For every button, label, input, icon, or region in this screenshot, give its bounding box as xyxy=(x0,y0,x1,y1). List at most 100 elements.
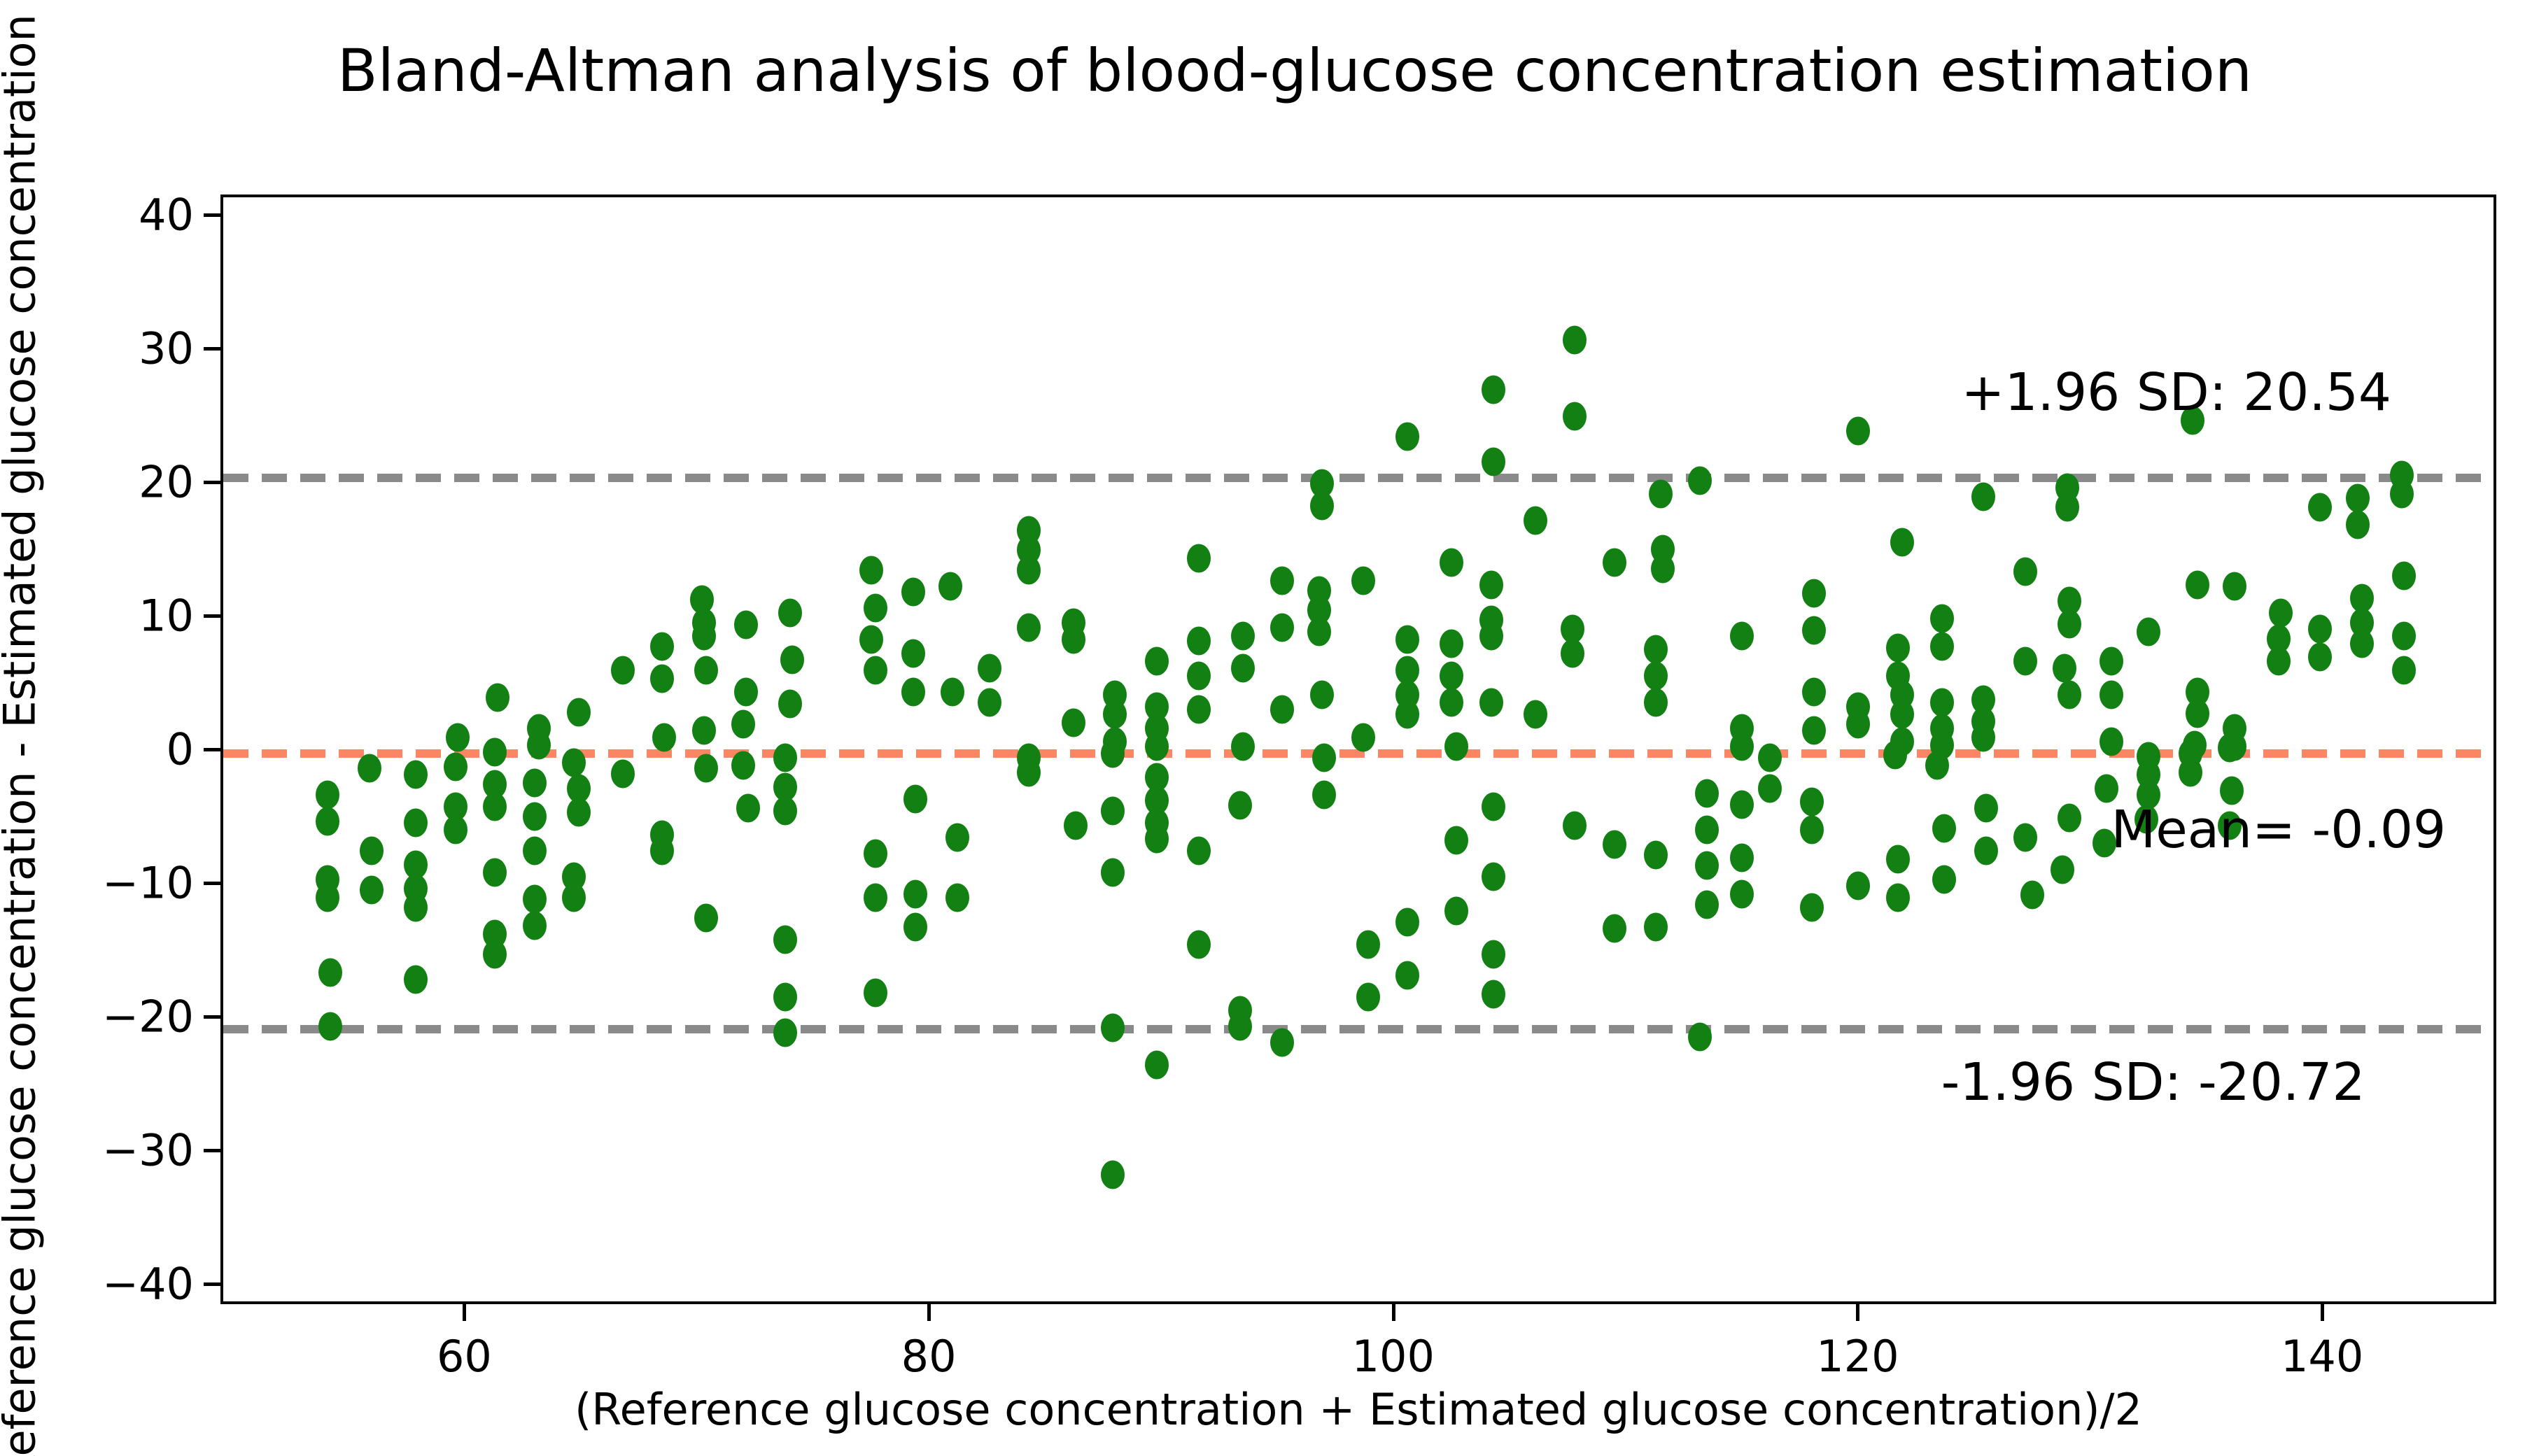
data-point xyxy=(1932,814,1956,843)
x-tick-mark xyxy=(2321,1304,2325,1321)
data-point xyxy=(1482,980,1506,1009)
data-point xyxy=(1307,617,1332,646)
data-point xyxy=(2345,483,2370,513)
data-point xyxy=(736,793,760,823)
data-point xyxy=(1395,961,1420,990)
data-point xyxy=(1440,629,1464,658)
data-point xyxy=(1563,402,1587,431)
data-point xyxy=(1482,862,1506,891)
x-tick-label: 120 xyxy=(1816,1331,1899,1382)
data-point xyxy=(1974,836,1998,865)
data-point xyxy=(2350,584,2375,613)
data-point xyxy=(940,677,964,707)
data-point xyxy=(1395,422,1420,451)
data-point xyxy=(773,1018,798,1047)
data-point xyxy=(1186,661,1211,691)
data-point xyxy=(2218,733,2242,763)
data-point xyxy=(694,656,719,685)
data-point xyxy=(1100,1160,1125,1189)
data-point xyxy=(1017,556,1041,585)
data-point xyxy=(1730,879,1754,909)
data-point xyxy=(2013,557,2038,586)
data-point xyxy=(2136,780,2160,810)
data-point xyxy=(1563,811,1587,840)
data-point xyxy=(2218,811,2242,840)
data-point xyxy=(2180,406,2204,435)
data-point xyxy=(1929,632,1954,661)
data-point xyxy=(733,610,758,639)
data-point xyxy=(2269,598,2293,628)
data-point xyxy=(1890,528,1915,557)
data-point xyxy=(778,598,802,628)
x-tick-label: 100 xyxy=(1351,1331,1435,1382)
data-point xyxy=(691,621,716,651)
data-point xyxy=(566,698,591,727)
data-point xyxy=(901,577,925,607)
data-point xyxy=(1523,506,1547,535)
data-point xyxy=(903,879,927,909)
data-point xyxy=(1230,653,1255,683)
data-point xyxy=(1730,790,1754,819)
y-tick-label: −30 xyxy=(102,1124,194,1176)
data-point xyxy=(864,978,888,1008)
data-point xyxy=(1644,661,1668,691)
data-point xyxy=(1144,732,1169,761)
data-point xyxy=(1799,893,1824,922)
data-point xyxy=(1440,661,1464,691)
data-point xyxy=(773,925,798,954)
data-point xyxy=(1144,646,1169,676)
data-point xyxy=(1846,416,1871,446)
data-point xyxy=(1479,688,1503,717)
data-point xyxy=(1885,844,1910,874)
data-point xyxy=(2099,727,2123,756)
data-point xyxy=(1929,688,1954,717)
y-tick-mark xyxy=(204,882,220,886)
y-tick-label: 20 xyxy=(139,456,194,508)
data-point xyxy=(2134,805,2158,834)
data-point xyxy=(2222,572,2246,601)
data-point xyxy=(1228,1012,1253,1041)
data-point xyxy=(1144,1050,1169,1080)
data-point xyxy=(1799,787,1824,817)
data-point xyxy=(1885,661,1910,691)
mean-label: Mean= -0.09 xyxy=(2111,799,2447,860)
data-point xyxy=(2389,479,2414,509)
data-point xyxy=(1730,732,1754,761)
data-point xyxy=(652,723,677,752)
data-point xyxy=(1440,688,1464,717)
data-point xyxy=(2055,493,2079,522)
data-point xyxy=(1758,774,1782,803)
data-point xyxy=(1230,732,1255,761)
y-tick-label: 0 xyxy=(166,723,194,775)
data-point xyxy=(864,593,888,623)
data-point xyxy=(2058,803,2082,833)
data-point xyxy=(1560,614,1584,644)
data-point xyxy=(2013,823,2038,852)
data-point xyxy=(2350,629,2375,658)
data-point xyxy=(446,723,470,752)
data-point xyxy=(864,883,888,912)
data-point xyxy=(1100,858,1125,887)
y-tick-label: 10 xyxy=(139,590,194,642)
data-point xyxy=(773,796,798,826)
data-point xyxy=(1395,625,1420,654)
data-point xyxy=(1974,793,1998,823)
x-tick-label: 80 xyxy=(901,1331,957,1382)
data-point xyxy=(1644,635,1668,664)
data-point xyxy=(1802,677,1827,707)
data-point xyxy=(1802,716,1827,745)
data-point xyxy=(404,850,428,879)
data-point xyxy=(404,965,428,994)
data-point xyxy=(2058,609,2082,639)
data-point xyxy=(360,836,384,865)
y-tick-mark xyxy=(204,748,220,751)
data-point xyxy=(1061,708,1085,737)
x-tick-mark xyxy=(1856,1304,1860,1321)
x-tick-mark xyxy=(463,1304,467,1321)
data-point xyxy=(650,632,675,661)
x-tick-mark xyxy=(927,1304,931,1321)
data-point xyxy=(443,815,467,844)
data-point xyxy=(780,645,804,674)
x-axis-label: (Reference glucose concentration + Estim… xyxy=(575,1384,2142,1435)
data-point xyxy=(945,823,969,852)
